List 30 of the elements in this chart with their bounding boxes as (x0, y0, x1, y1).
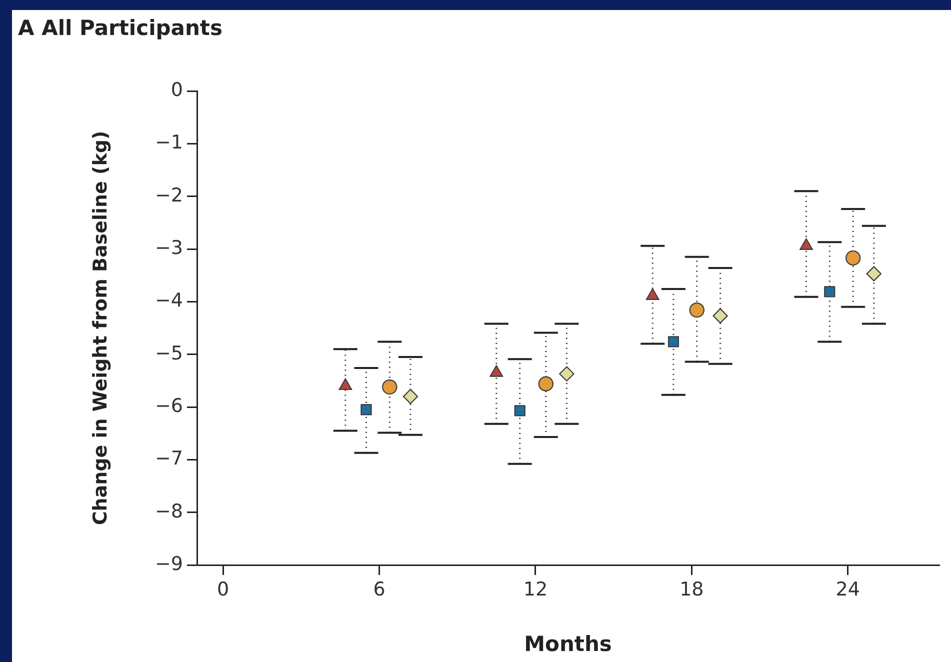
y-tick-label: −6 (154, 394, 183, 417)
y-tick-label: −8 (154, 500, 183, 522)
chart-title: A All Participants (18, 16, 222, 40)
point (668, 336, 679, 348)
x-axis-title: Months (524, 632, 612, 656)
point (846, 250, 861, 266)
point (382, 379, 398, 394)
y-tick-label: −3 (154, 236, 183, 259)
point (538, 376, 554, 392)
x-tick-label: 0 (216, 578, 230, 600)
y-tick-label: −5 (154, 342, 183, 364)
point (402, 388, 418, 404)
point (689, 302, 704, 318)
point (514, 405, 526, 416)
y-tick-label: −7 (154, 448, 183, 470)
x-tick-label: 24 (836, 578, 860, 600)
point (712, 308, 728, 324)
x-tick-label: 12 (523, 578, 548, 600)
point (360, 404, 372, 416)
y-tick-label: −1 (154, 132, 183, 154)
y-axis-title: Change in Weight from Baseline (kg) (89, 130, 112, 526)
point (559, 366, 574, 382)
point (824, 286, 836, 298)
y-tick-label: −9 (154, 552, 183, 575)
x-tick-label: 6 (373, 578, 386, 600)
x-tick-label: 18 (680, 578, 704, 600)
point (866, 266, 882, 282)
y-tick-label: −2 (154, 184, 183, 206)
y-tick-label: −4 (154, 290, 183, 312)
y-tick-label: 0 (170, 78, 183, 101)
